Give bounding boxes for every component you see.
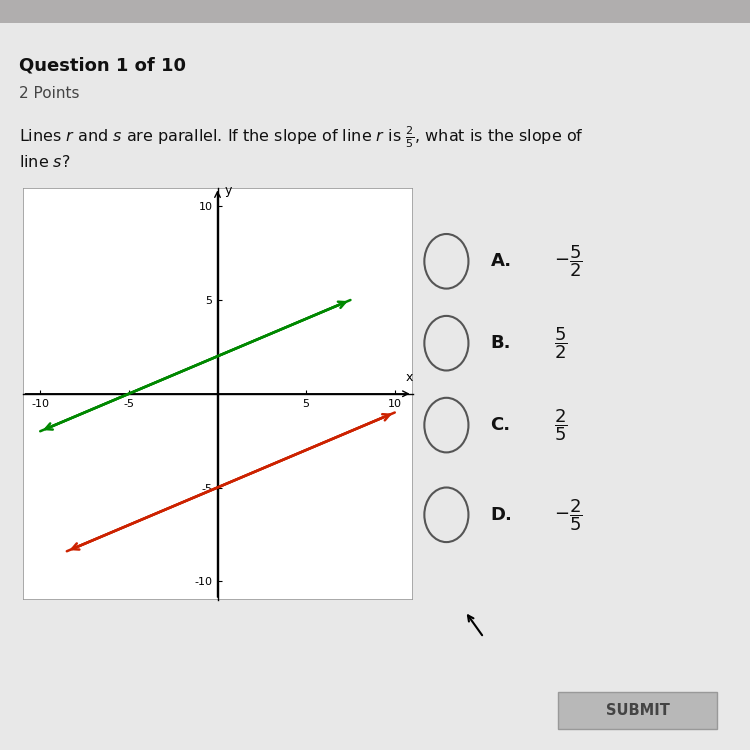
Text: 2 Points: 2 Points [19, 86, 80, 101]
Text: A.: A. [490, 252, 512, 270]
Text: x: x [406, 371, 412, 384]
Text: Lines $r$ and $s$ are parallel. If the slope of line $r$ is $\frac{2}{5}$, what : Lines $r$ and $s$ are parallel. If the s… [19, 124, 584, 149]
Text: B.: B. [490, 334, 511, 352]
Text: $\dfrac{5}{2}$: $\dfrac{5}{2}$ [554, 326, 567, 361]
Text: $-\dfrac{5}{2}$: $-\dfrac{5}{2}$ [554, 244, 582, 279]
Text: line $s$?: line $s$? [19, 154, 70, 170]
Text: D.: D. [490, 506, 512, 524]
FancyBboxPatch shape [558, 692, 717, 729]
FancyBboxPatch shape [0, 0, 750, 22]
Text: C.: C. [490, 416, 511, 434]
Text: $-\dfrac{2}{5}$: $-\dfrac{2}{5}$ [554, 497, 582, 532]
Text: $\dfrac{2}{5}$: $\dfrac{2}{5}$ [554, 407, 567, 443]
Text: y: y [224, 184, 232, 197]
Text: Question 1 of 10: Question 1 of 10 [19, 56, 186, 74]
Text: SUBMIT: SUBMIT [605, 704, 670, 718]
